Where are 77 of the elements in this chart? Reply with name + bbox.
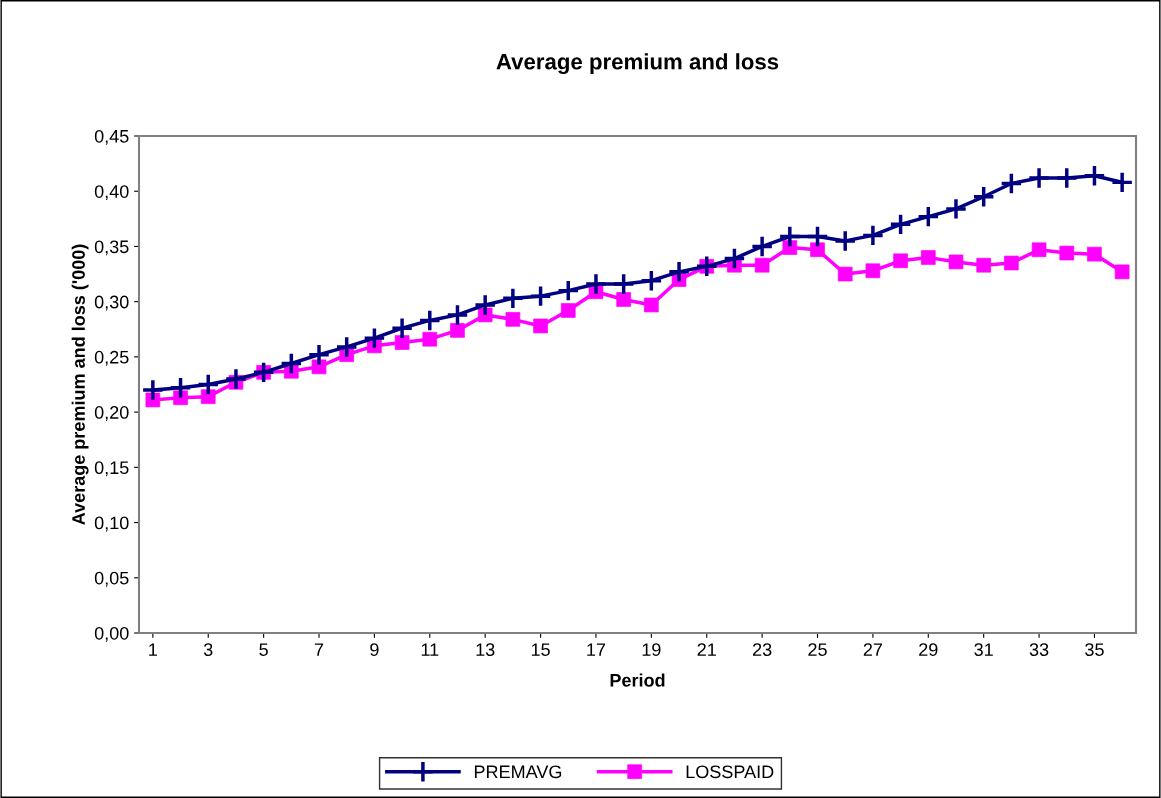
y-tick-label: 0,05	[94, 571, 129, 587]
x-tick-label: 23	[752, 643, 772, 656]
x-tick-label: 21	[697, 643, 716, 656]
y-tick-label: 0,45	[94, 129, 129, 145]
point	[778, 225, 802, 248]
chart-title: Average premium and loss	[496, 53, 779, 75]
point	[944, 197, 968, 221]
y-tick-label: 0,00	[94, 626, 129, 642]
point	[141, 378, 165, 402]
x-tick-label: 13	[476, 643, 495, 656]
point	[501, 286, 525, 310]
legend-label: PREMAVG	[474, 765, 562, 779]
point	[754, 257, 770, 273]
x-tick-label: 3	[203, 643, 213, 656]
x-tick-label: 19	[642, 643, 661, 656]
point	[612, 272, 636, 296]
point	[556, 279, 580, 303]
point	[252, 360, 276, 384]
point	[695, 254, 719, 278]
point	[335, 335, 359, 359]
point	[1110, 170, 1134, 194]
point	[722, 247, 746, 271]
point	[169, 376, 192, 400]
point	[390, 316, 414, 340]
point	[889, 212, 913, 236]
point	[1004, 255, 1019, 271]
legend-label: LOSSPAID	[686, 765, 774, 779]
x-tick-label: 7	[314, 643, 324, 656]
x-tick-label: 9	[370, 643, 379, 656]
point	[307, 343, 331, 367]
x-tick-label: 17	[587, 643, 606, 656]
y-tick-label: 0,10	[94, 516, 129, 532]
point	[861, 223, 885, 247]
y-tick-label: 0,20	[94, 406, 129, 421]
y-tick-label: 0,25	[94, 350, 129, 366]
point	[644, 297, 659, 313]
y-tick-label: 0,30	[94, 295, 129, 311]
point	[584, 272, 608, 296]
point	[279, 352, 303, 375]
x-tick-label: 31	[974, 643, 993, 656]
x-tick-label: 27	[863, 643, 883, 656]
point	[1055, 166, 1079, 190]
point	[1059, 245, 1075, 261]
x-tick-label: 15	[531, 643, 550, 656]
point	[972, 185, 996, 209]
y-tick-label: 0,40	[94, 185, 129, 201]
x-tick-label: 35	[1085, 643, 1104, 656]
point	[667, 260, 691, 284]
x-tick-label: 11	[421, 643, 439, 656]
point	[999, 172, 1023, 195]
y-tick-label: 0,15	[94, 461, 129, 477]
x-tick-label: 25	[808, 643, 827, 656]
point	[196, 373, 220, 396]
y-tick-label: 0,35	[94, 240, 129, 256]
point	[948, 254, 964, 270]
point	[1083, 164, 1106, 188]
point	[446, 303, 469, 327]
y-axis-title: Average premium and loss ('000)	[71, 244, 89, 525]
point	[750, 234, 774, 258]
point	[916, 205, 940, 229]
x-axis-title: Period	[610, 673, 665, 687]
point	[224, 367, 248, 391]
x-tick-label: 5	[259, 643, 268, 656]
point	[806, 225, 829, 248]
point	[1114, 264, 1130, 280]
x-tick-label: 1	[149, 643, 157, 656]
point	[1027, 166, 1051, 190]
point	[362, 326, 386, 350]
point	[422, 331, 438, 347]
point	[639, 269, 663, 293]
point	[473, 293, 497, 317]
point	[529, 284, 553, 308]
point	[833, 229, 857, 253]
x-tick-label: 33	[1029, 643, 1049, 656]
x-tick-label: 29	[919, 643, 938, 656]
point	[418, 308, 442, 332]
point	[893, 253, 908, 269]
